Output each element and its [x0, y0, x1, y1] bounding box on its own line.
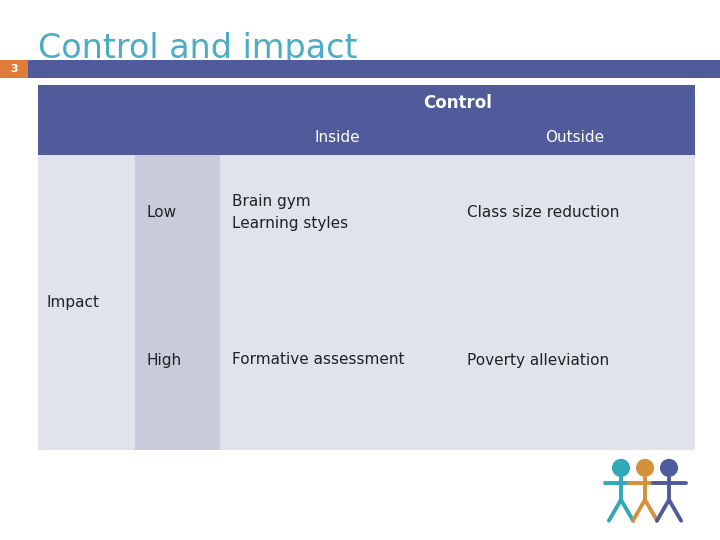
Bar: [220, 120, 455, 155]
Circle shape: [636, 460, 653, 476]
Text: Outside: Outside: [546, 130, 605, 145]
Text: Control: Control: [423, 93, 492, 111]
Text: Class size reduction: Class size reduction: [467, 205, 619, 220]
Bar: [135, 155, 220, 270]
Text: Impact: Impact: [46, 295, 99, 310]
Bar: [38, 155, 135, 270]
Bar: [220, 270, 455, 450]
Text: Inside: Inside: [315, 130, 360, 145]
Bar: [38, 270, 135, 450]
Text: Brain gym
Learning styles: Brain gym Learning styles: [232, 194, 348, 231]
Text: High: High: [147, 353, 182, 368]
Bar: [135, 85, 220, 120]
Bar: [455, 120, 695, 155]
Bar: [220, 155, 455, 270]
Bar: [455, 270, 695, 450]
Bar: [38, 120, 135, 155]
Bar: [220, 85, 695, 120]
Text: 3: 3: [10, 64, 18, 74]
Bar: [135, 120, 220, 155]
Circle shape: [613, 460, 629, 476]
Text: Poverty alleviation: Poverty alleviation: [467, 353, 609, 368]
Bar: [38, 85, 135, 120]
Text: Low: Low: [147, 205, 177, 220]
Bar: [28, 60, 720, 78]
Bar: [135, 270, 220, 450]
Text: Control and impact: Control and impact: [38, 32, 358, 65]
Circle shape: [661, 460, 678, 476]
Bar: [455, 155, 695, 270]
Bar: [0, 60, 28, 78]
Text: Formative assessment: Formative assessment: [232, 353, 405, 368]
